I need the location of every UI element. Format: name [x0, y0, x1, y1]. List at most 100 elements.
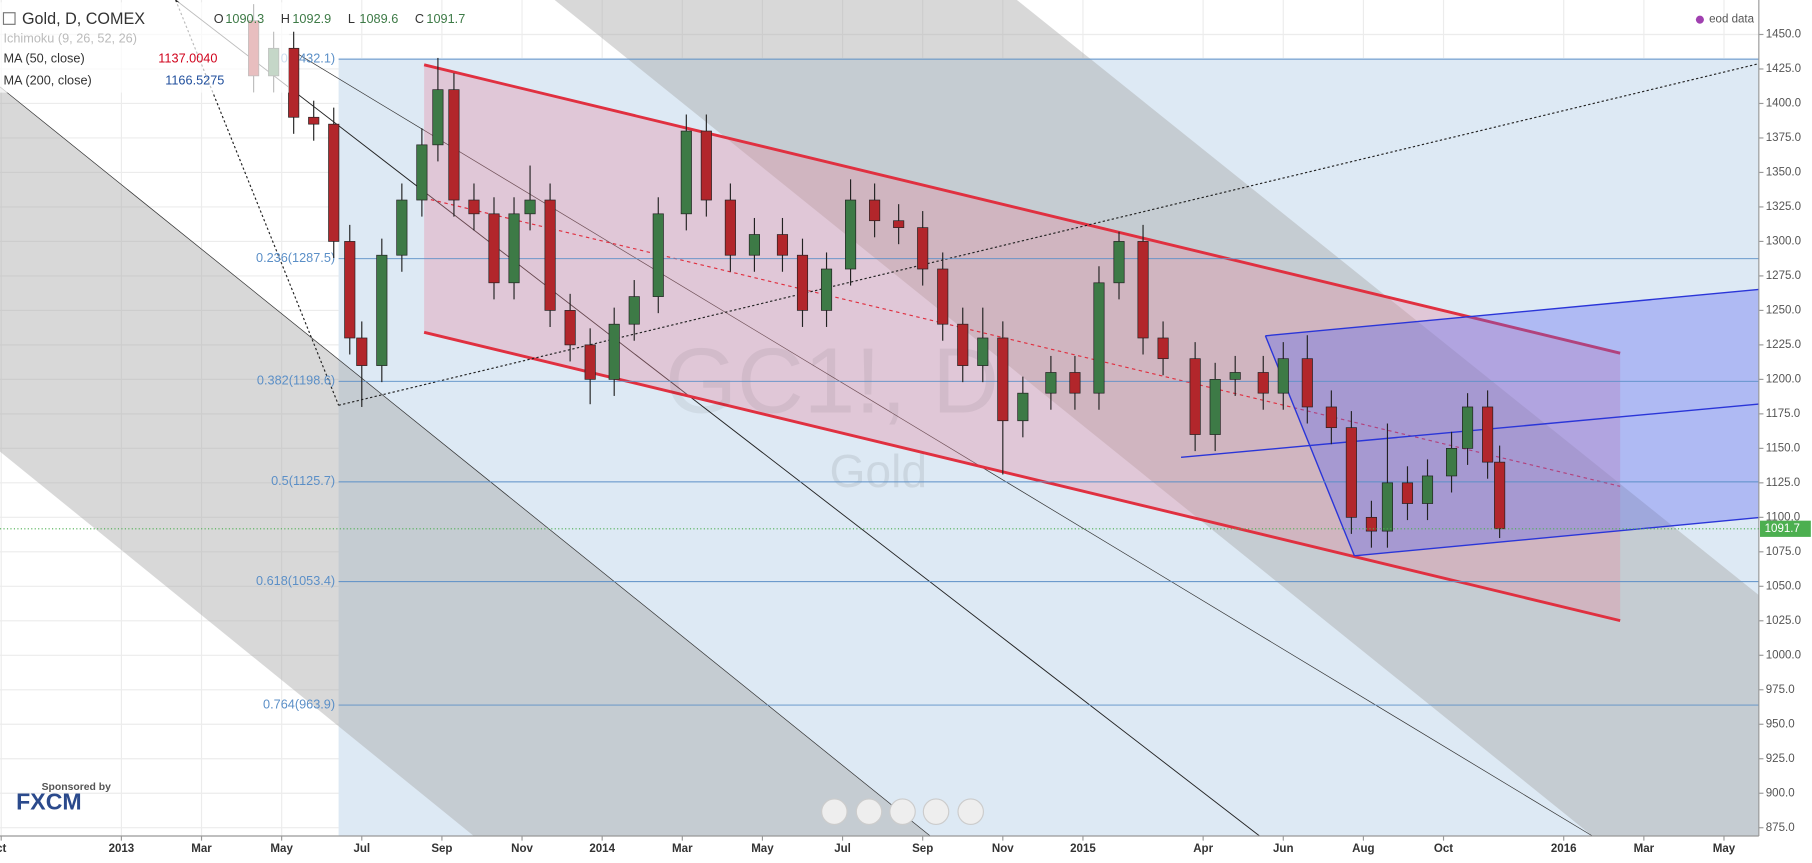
candle-body — [488, 213, 500, 284]
y-tick-label: 875.0 — [1766, 822, 1795, 834]
scroll-right[interactable] — [957, 798, 985, 825]
candle-body — [869, 199, 881, 222]
y-tick-label: 1000.0 — [1766, 649, 1801, 661]
dotted-trend — [338, 63, 1759, 406]
ohlc-value: 1091.7 — [426, 11, 465, 26]
indicator-name: Ichimoku (9, 26, 52, 26) — [3, 31, 136, 46]
candle-body — [468, 199, 480, 215]
pitchfork-line — [1354, 516, 1759, 557]
y-tick-label: 975.0 — [1766, 684, 1795, 696]
y-tick-label: 1100.0 — [1766, 511, 1800, 523]
x-tick-label: 2016 — [1551, 843, 1577, 855]
candle-body — [356, 337, 368, 366]
last-price-box — [1759, 520, 1811, 537]
candle-body — [957, 323, 969, 366]
candle-body — [1017, 392, 1029, 422]
last-price-label: 1091.7 — [1765, 523, 1800, 535]
candle-body — [376, 254, 388, 366]
y-tick-label: 1375.0 — [1766, 132, 1801, 144]
candle-body — [1257, 372, 1269, 394]
candle-body — [937, 268, 949, 325]
candle-body — [1325, 406, 1337, 429]
fib-label: 0.764(963.9) — [263, 696, 335, 711]
candles — [248, 4, 1506, 548]
ohlc-key: C — [415, 11, 424, 26]
candle-body — [584, 344, 596, 380]
x-tick-label: Aug — [1352, 843, 1374, 855]
candle-body — [1209, 379, 1221, 435]
candle-body — [564, 310, 576, 346]
candle-body — [524, 199, 536, 215]
legend-bg — [0, 2, 289, 93]
candle-body — [1189, 358, 1201, 435]
scroll-left[interactable] — [821, 798, 848, 825]
candle-body — [917, 227, 929, 270]
axes: 875.0 900.0 925.0 950.0 975.0 1000.0 1025.0 105… — [0, 29, 1811, 855]
channel-line — [423, 330, 1621, 623]
indicator-value: 1137.0040 — [158, 50, 217, 65]
candle-body — [1045, 372, 1057, 394]
candle-body — [1277, 358, 1289, 394]
zoom-out[interactable] — [855, 798, 883, 825]
ohlc-key: L — [348, 11, 355, 26]
source-dot — [1695, 15, 1704, 24]
candle-body — [1421, 475, 1434, 504]
candle-body — [1365, 516, 1377, 532]
ohlc-key: O — [214, 11, 224, 26]
y-tick-label: 1400.0 — [1766, 98, 1801, 110]
price-axis — [1758, 0, 1812, 858]
candle-body — [1401, 482, 1414, 504]
reset[interactable] — [889, 798, 916, 825]
x-tick-label: Jun — [1273, 843, 1294, 855]
x-tick-label: 2014 — [589, 843, 615, 855]
x-tick-label: Sep — [431, 843, 452, 855]
candle-body — [1462, 406, 1474, 449]
indicator-name: MA (50, close) — [3, 50, 84, 65]
y-tick-label: 900.0 — [1766, 787, 1795, 799]
candle-body — [1494, 461, 1506, 530]
candle-body — [1301, 358, 1313, 408]
y-tick-label: 950.0 — [1766, 718, 1795, 730]
fib-label: 0.5(1125.7) — [271, 473, 335, 488]
watermark: Gold — [829, 445, 927, 497]
candle-body — [652, 213, 664, 297]
candle-body — [1137, 241, 1149, 339]
candle-body — [1157, 337, 1169, 360]
ohlc-key: H — [281, 11, 290, 26]
collapse-icon[interactable] — [2, 12, 16, 25]
x-tick-label: ct — [0, 843, 6, 855]
y-tick-label: 1200.0 — [1766, 373, 1801, 385]
candle-body — [1093, 282, 1105, 394]
x-tick-label: Sep — [912, 843, 933, 855]
candle-body — [724, 199, 736, 256]
trend-line — [0, 86, 931, 837]
time-axis — [0, 836, 1759, 858]
y-tick-label: 1225.0 — [1766, 339, 1801, 351]
candle-body — [1069, 372, 1081, 394]
candle-body — [893, 220, 905, 228]
y-tick-label: 1175.0 — [1766, 408, 1800, 420]
x-tick-label: Mar — [672, 843, 693, 855]
x-tick-label: Nov — [511, 843, 533, 855]
candle-body — [396, 199, 408, 256]
candle-body — [776, 234, 789, 256]
candle-body — [997, 337, 1009, 422]
candle-body — [977, 337, 989, 366]
y-tick-label: 1250.0 — [1766, 304, 1801, 316]
candle-body — [544, 199, 556, 311]
y-tick-label: 1075.0 — [1766, 546, 1801, 558]
candle-body — [608, 323, 620, 380]
candle-body — [1113, 241, 1125, 284]
channel-line — [423, 63, 1621, 355]
candle-body — [1381, 482, 1393, 532]
zoom-in[interactable] — [922, 798, 950, 825]
candle-body — [308, 116, 320, 125]
fib-area — [338, 57, 1759, 837]
x-tick-label: Oct — [1434, 843, 1453, 855]
candle-body — [508, 213, 520, 284]
candle-body — [700, 130, 712, 201]
x-tick-label: Mar — [1634, 843, 1655, 855]
candle-body — [1445, 448, 1458, 477]
